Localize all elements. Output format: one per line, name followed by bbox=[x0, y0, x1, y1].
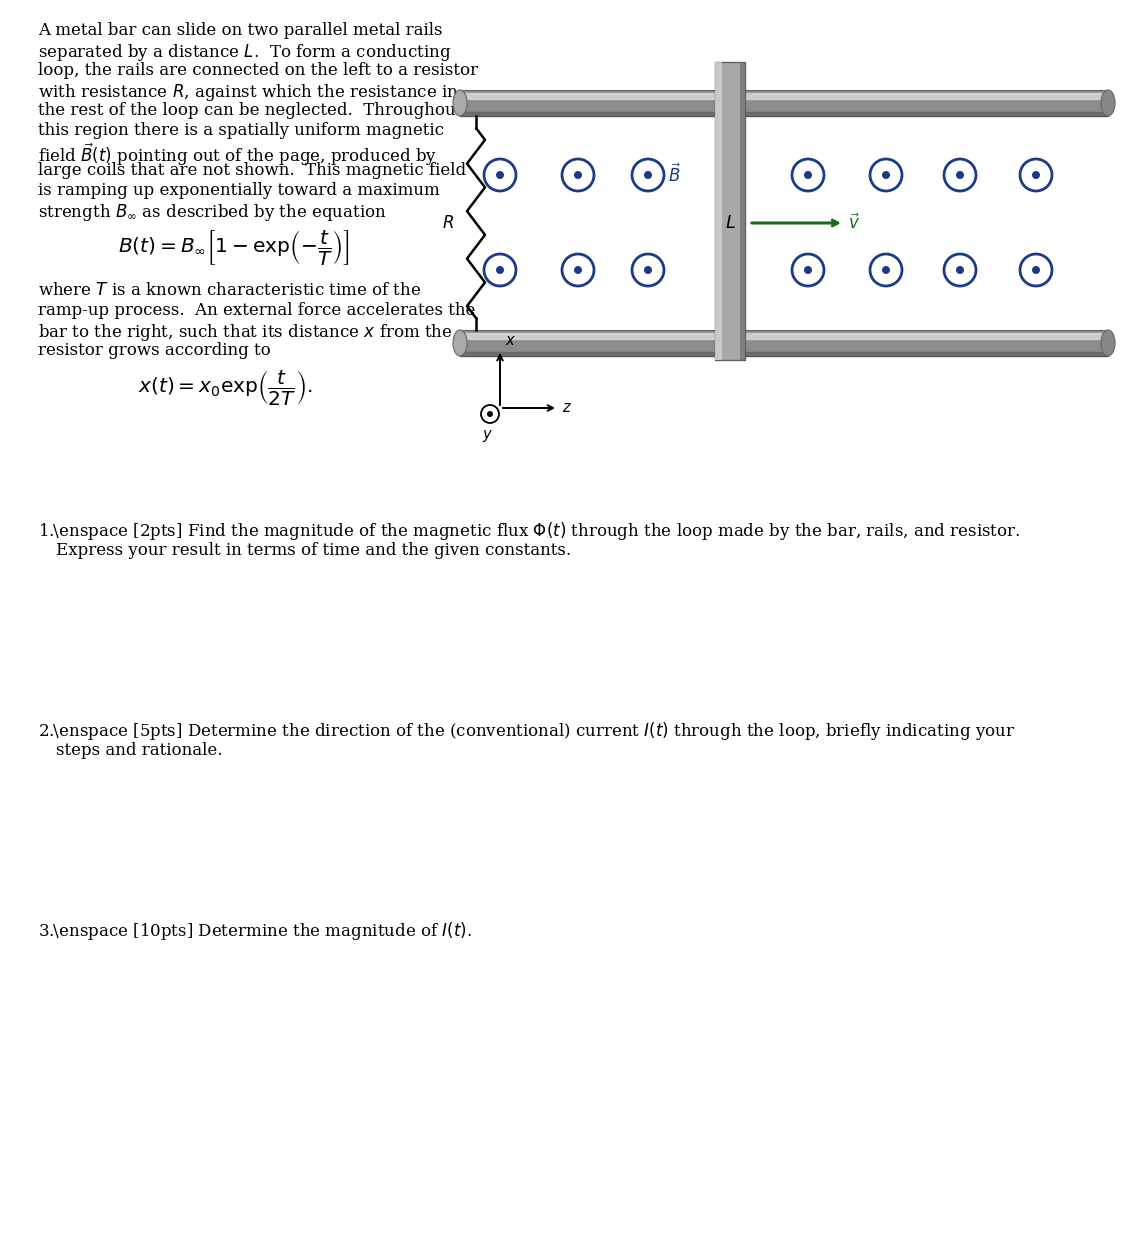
Text: bar to the right, such that its distance $x$ from the: bar to the right, such that its distance… bbox=[39, 322, 452, 343]
Circle shape bbox=[574, 171, 582, 180]
Circle shape bbox=[1019, 254, 1052, 286]
Bar bbox=[460, 90, 1108, 116]
Circle shape bbox=[870, 160, 902, 191]
Circle shape bbox=[562, 254, 594, 286]
Circle shape bbox=[1032, 171, 1040, 180]
Circle shape bbox=[644, 266, 652, 274]
Bar bbox=[460, 330, 1108, 355]
Text: where $T$ is a known characteristic time of the: where $T$ is a known characteristic time… bbox=[39, 283, 422, 299]
Text: A metal bar can slide on two parallel metal rails: A metal bar can slide on two parallel me… bbox=[39, 23, 442, 39]
Bar bbox=[716, 62, 721, 360]
Text: Express your result in terms of time and the given constants.: Express your result in terms of time and… bbox=[56, 543, 572, 559]
Circle shape bbox=[804, 266, 812, 274]
Circle shape bbox=[956, 171, 964, 180]
Circle shape bbox=[486, 411, 493, 417]
Circle shape bbox=[562, 160, 594, 191]
Text: with resistance $R$, against which the resistance in: with resistance $R$, against which the r… bbox=[39, 82, 459, 103]
Text: $R$: $R$ bbox=[442, 215, 454, 231]
Circle shape bbox=[484, 160, 516, 191]
Text: 2.\enspace [5pts] Determine the direction of the (conventional) current $I(t)$ t: 2.\enspace [5pts] Determine the directio… bbox=[39, 720, 1015, 742]
Circle shape bbox=[792, 160, 824, 191]
Circle shape bbox=[1019, 160, 1052, 191]
Text: large coils that are not shown.  This magnetic field: large coils that are not shown. This mag… bbox=[39, 162, 466, 180]
Circle shape bbox=[870, 254, 902, 286]
Circle shape bbox=[632, 254, 665, 286]
Circle shape bbox=[882, 171, 890, 180]
Text: strength $B_\infty$ as described by the equation: strength $B_\infty$ as described by the … bbox=[39, 202, 387, 224]
Circle shape bbox=[956, 266, 964, 274]
Text: $x$: $x$ bbox=[505, 334, 516, 348]
Text: loop, the rails are connected on the left to a resistor: loop, the rails are connected on the lef… bbox=[39, 62, 479, 79]
Bar bbox=[739, 62, 745, 360]
Circle shape bbox=[632, 160, 665, 191]
Text: field $\vec{B}(t)$ pointing out of the page, produced by: field $\vec{B}(t)$ pointing out of the p… bbox=[39, 142, 438, 168]
Text: $z$: $z$ bbox=[562, 401, 572, 414]
Text: is ramping up exponentially toward a maximum: is ramping up exponentially toward a max… bbox=[39, 182, 440, 198]
Text: $L$: $L$ bbox=[725, 214, 736, 232]
Circle shape bbox=[1032, 266, 1040, 274]
Text: $\vec{v}$: $\vec{v}$ bbox=[848, 214, 860, 232]
Circle shape bbox=[644, 171, 652, 180]
Text: $\vec{B}$: $\vec{B}$ bbox=[668, 163, 682, 186]
Circle shape bbox=[882, 266, 890, 274]
Ellipse shape bbox=[1101, 90, 1115, 116]
Circle shape bbox=[792, 254, 824, 286]
Text: this region there is a spatially uniform magnetic: this region there is a spatially uniform… bbox=[39, 122, 445, 139]
Circle shape bbox=[574, 266, 582, 274]
Circle shape bbox=[804, 171, 812, 180]
Circle shape bbox=[943, 254, 976, 286]
Circle shape bbox=[496, 266, 503, 274]
Text: the rest of the loop can be neglected.  Throughout: the rest of the loop can be neglected. T… bbox=[39, 102, 463, 119]
Circle shape bbox=[481, 404, 499, 423]
Circle shape bbox=[943, 160, 976, 191]
Text: steps and rationale.: steps and rationale. bbox=[56, 742, 222, 759]
Text: $x(t) = x_0 \exp\!\left(\dfrac{t}{2T}\right).$: $x(t) = x_0 \exp\!\left(\dfrac{t}{2T}\ri… bbox=[138, 368, 313, 407]
Ellipse shape bbox=[1101, 330, 1115, 355]
Text: separated by a distance $L$.  To form a conducting: separated by a distance $L$. To form a c… bbox=[39, 41, 451, 63]
Circle shape bbox=[484, 254, 516, 286]
Text: $y$: $y$ bbox=[482, 428, 493, 445]
Text: 3.\enspace [10pts] Determine the magnitude of $I(t)$.: 3.\enspace [10pts] Determine the magnitu… bbox=[39, 919, 472, 942]
Ellipse shape bbox=[452, 330, 467, 355]
Text: 1.\enspace [2pts] Find the magnitude of the magnetic flux $\Phi(t)$ through the : 1.\enspace [2pts] Find the magnitude of … bbox=[39, 520, 1021, 543]
Text: $B(t) = B_\infty \left[1 - \exp\!\left(-\dfrac{t}{T}\right)\right]$: $B(t) = B_\infty \left[1 - \exp\!\left(-… bbox=[118, 229, 350, 268]
Text: ramp-up process.  An external force accelerates the: ramp-up process. An external force accel… bbox=[39, 301, 475, 319]
Ellipse shape bbox=[452, 90, 467, 116]
Circle shape bbox=[496, 171, 503, 180]
Text: resistor grows according to: resistor grows according to bbox=[39, 342, 271, 359]
Bar bbox=[716, 62, 745, 360]
